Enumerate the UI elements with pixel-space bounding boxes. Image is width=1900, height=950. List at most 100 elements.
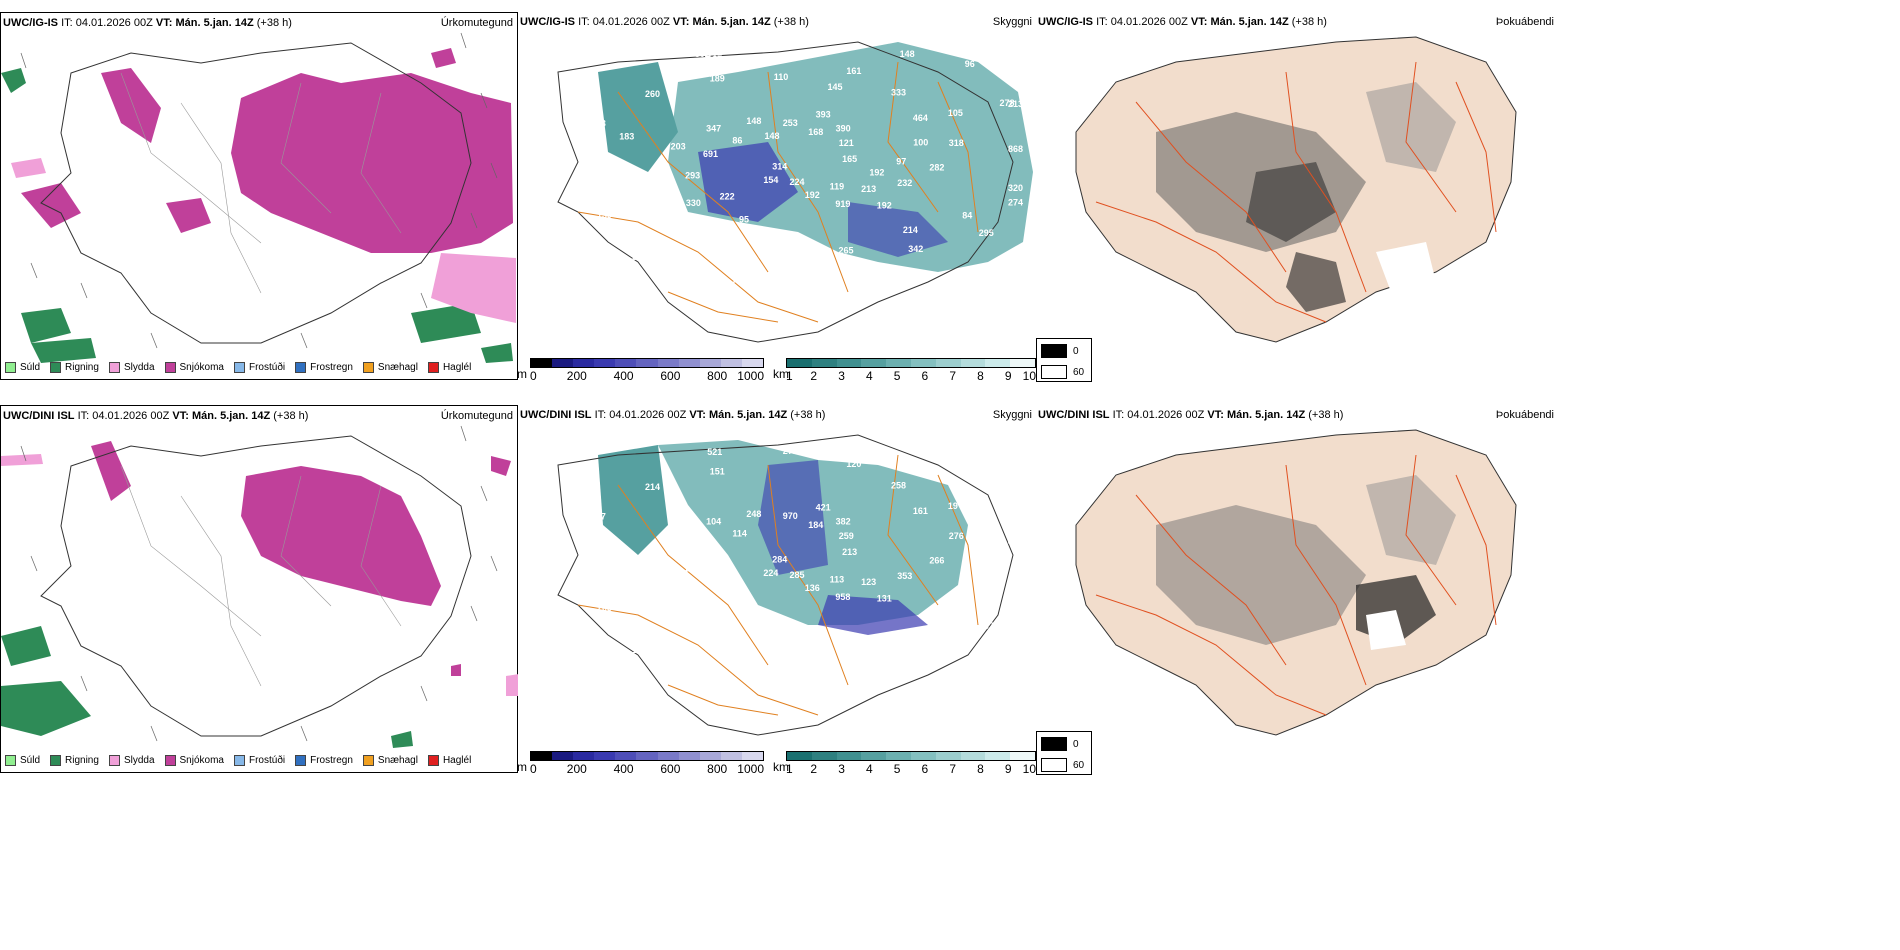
colorbar-unit: km [773,760,789,774]
colorbar-cell [594,752,616,760]
colorbar-cell [573,359,595,367]
valid-time: Mán. 5.jan. 14Z [708,409,788,421]
cloud-height-label: 105 [948,108,963,118]
cloud-height-label: 207 [710,619,725,629]
cloud-height-label: 282 [929,162,944,172]
colorbar-tick-label: 3 [838,762,845,776]
legend-item-slydda: Slydda [108,755,155,766]
colorbar-cell [836,752,862,760]
colorbar-tick-label: 8 [977,369,984,383]
colorbar-tick-label: 2 [810,369,818,383]
colorbar-cell [720,752,742,760]
model-label: UWC/IG-IS [1038,16,1093,28]
cloud-panel-top: 165 154 393 192 203 105 362 167 274 314 390 919 347 3… [517,12,1036,383]
legend-item-snjókoma: Snjókoma [164,755,224,766]
cloud-height-label: 83 [594,168,604,178]
fog-legend-row: 60 [1037,363,1091,381]
colorbar-cell [552,359,574,367]
colorbar-tick-label: 9 [1004,369,1012,383]
cloud-height-label: 958 [835,592,850,602]
colorbar-cell [985,359,1011,367]
legend-item-haglél: Haglél [427,755,472,766]
init-prefix: IT: [578,16,590,28]
cloud-height-label: 183 [619,132,634,142]
panel-title-cloud: Skyggni [992,409,1032,421]
colorbar-cell [531,359,553,367]
legend-label: Rigning [65,362,99,373]
cloud-height-label: 151 [710,466,725,476]
cloud-height-label: 691 [703,149,718,159]
legend-swatch [295,755,307,766]
legend-swatch [362,362,374,373]
fog-panel-bottom: UWC/DINI ISL IT: 04.01.2026 00Z VT: Mán.… [1036,405,1558,775]
colorbar-tick-label: 400 [613,369,634,383]
cloud-height-label: 260 [703,542,718,552]
cloud-height-label: 213 [1008,99,1023,109]
cloud-height-label: 353 [897,571,912,581]
cloud-height-label: 96 [965,59,975,69]
colorbar-tick-label: 7 [949,369,956,383]
valid-time: Mán. 5.jan. 14Z [191,410,271,422]
colorbar-unit: m [517,367,527,381]
colorbar-cells [786,358,1036,368]
cloud-height-label: 430 [1008,537,1023,547]
colorbar-cell [615,752,637,760]
valid-prefix: VT: [1190,16,1208,28]
colorbar-tick-label: 6 [921,762,929,776]
legend-label: Slydda [123,755,155,766]
cloud-height-label: 161 [913,506,928,516]
cloud-height-label: 266 [929,555,944,565]
legend-swatch [427,755,439,766]
colorbar-cell [636,359,658,367]
colorbar-cell [741,752,764,760]
colorbar-cell [861,752,887,760]
cloud-height-label: 248 [746,509,761,519]
cloud-height-label: 314 [772,162,787,172]
valid-time: Mán. 5.jan. 14Z [175,17,254,29]
legend-label: Frostúði [248,755,286,766]
cloud-height-label: 184 [808,520,823,530]
cloud-height-label: 148 [900,49,915,59]
cloud-height-label: 84 [962,211,972,221]
legend-swatch [233,755,245,766]
panel-header: UWC/IG-IS IT: 04.01.2026 00Z VT: Mán. 5.… [520,16,809,28]
colorbar-tick-label: 1 [786,369,793,383]
cloud-height-label: 387 [979,621,994,631]
cloud-height-label: 188 [1008,492,1023,502]
colorbar-cell [811,752,837,760]
cloud-height-label: 139 [597,210,612,220]
lead-time: (+38 h) [273,410,309,422]
fog-legend-label: 60 [1073,759,1085,771]
model-label: UWC/IG-IS [3,17,58,29]
legend-label: Haglél [442,755,472,766]
colorbar-tick-label: 10 [1022,762,1036,776]
legend-swatch [164,755,176,766]
cloud-height-label: 154 [763,175,778,185]
cloud-height-label: 521 [707,447,722,457]
valid-prefix: VT: [672,16,690,28]
colorbar-tick-label: 600 [660,762,681,776]
valid-time: Mán. 5.jan. 14Z [692,16,771,28]
cloud-height-label: 168 [808,127,823,137]
cloud-height-label: 292 [780,627,795,637]
legend-label: Snjókoma [179,362,224,373]
legend-swatch [50,755,62,766]
precip-type-map-top [1,32,516,363]
legend-item-frostregn: Frostregn [295,755,353,766]
colorbar-cell [657,359,679,367]
cloud-height-label: 97 [896,156,906,166]
cloud-height-label: 538 [839,639,854,649]
cloud-height-label: 802 [695,49,710,59]
colorbar-cells [530,751,764,761]
cloud-height-label: 121 [839,138,854,148]
cloud-height-label: 86 [732,136,742,146]
legend-swatch [108,755,120,766]
fog-legend-label: 60 [1073,366,1085,378]
colorbar-cell [985,752,1011,760]
cloud-height-label: 187 [632,645,647,655]
colorbar-cell [935,752,961,760]
colorbar-tick-label: 2 [810,762,818,776]
colorbar-cell [886,752,911,760]
cloud-height-label: 347 [706,124,721,134]
colorbar-tick-label: 3 [838,369,845,383]
